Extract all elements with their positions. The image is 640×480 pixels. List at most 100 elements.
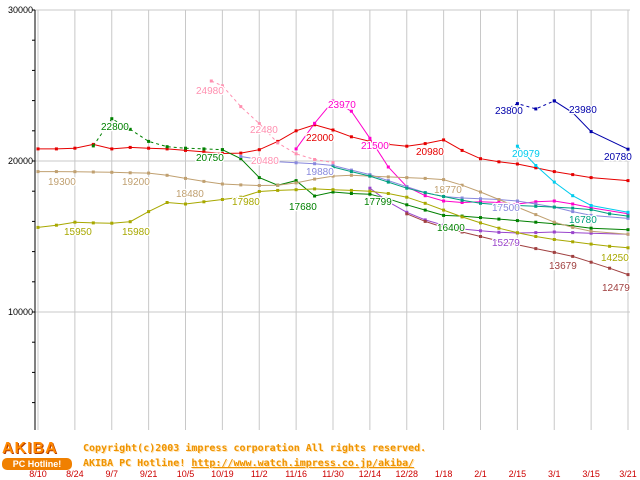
series-marker-magenta bbox=[534, 200, 538, 204]
series-marker-purple bbox=[497, 230, 501, 234]
series-marker-darkred bbox=[571, 254, 575, 258]
x-axis-tick-label: 12/14 bbox=[359, 469, 382, 479]
series-marker-teal bbox=[626, 214, 630, 218]
price-label-23800: 23800 bbox=[495, 106, 523, 117]
series-marker-tan bbox=[276, 183, 280, 187]
series-line-green-dotted bbox=[92, 118, 223, 151]
footer-branding: AKIBA PC Hotline! Copyright(c)2003 impre… bbox=[0, 439, 640, 480]
series-marker-olive bbox=[608, 244, 612, 248]
series-marker-green bbox=[423, 208, 427, 212]
series-marker-red bbox=[239, 151, 243, 155]
series-marker-darkred bbox=[534, 247, 538, 251]
x-axis-tick-label: 10/19 bbox=[211, 469, 234, 479]
series-marker-olive bbox=[368, 189, 372, 193]
series-marker-purple bbox=[589, 231, 593, 235]
series-line-magenta bbox=[295, 100, 629, 215]
series-marker-red bbox=[368, 139, 372, 143]
x-axis-tick-label: 11/16 bbox=[285, 469, 307, 479]
x-axis-tick-label: 11/30 bbox=[322, 469, 344, 479]
series-marker-olive bbox=[386, 192, 390, 195]
series-marker-cyan bbox=[515, 144, 519, 148]
series-marker-violet bbox=[626, 216, 630, 220]
series-marker-olive bbox=[479, 221, 482, 225]
series-marker-tan bbox=[110, 170, 114, 174]
series-marker-red bbox=[460, 148, 464, 152]
series-marker-cyan bbox=[589, 204, 593, 207]
series-marker-magenta bbox=[589, 206, 593, 210]
x-axis-tick-label: 3/15 bbox=[582, 469, 600, 479]
series-marker-tan bbox=[54, 170, 58, 174]
series-line-cyan bbox=[517, 145, 629, 213]
series-marker-red bbox=[515, 162, 519, 166]
price-label-20750: 20750 bbox=[196, 153, 224, 164]
series-marker-tan bbox=[386, 175, 390, 179]
series-marker-violet bbox=[294, 161, 298, 165]
series-marker-magenta bbox=[386, 165, 390, 169]
series-marker-olive bbox=[202, 200, 206, 204]
series-marker-olive bbox=[110, 221, 114, 225]
series-marker-darkred bbox=[608, 266, 612, 270]
series-marker-tan bbox=[423, 176, 427, 180]
x-axis-tick-label: 2/1 bbox=[474, 469, 487, 479]
series-marker-darkred bbox=[460, 230, 464, 234]
series-marker-olive bbox=[626, 246, 630, 250]
series-marker-violet bbox=[313, 162, 317, 166]
series-marker-green bbox=[386, 197, 390, 201]
series-marker-olive bbox=[239, 195, 243, 199]
series-marker-teal bbox=[331, 165, 335, 169]
series-marker-olive bbox=[313, 187, 317, 191]
x-axis-tick-label: 9/21 bbox=[140, 469, 158, 479]
series-marker-violet bbox=[276, 160, 280, 164]
series-marker-teal bbox=[368, 174, 372, 178]
series-marker-olive bbox=[405, 195, 409, 199]
series-marker-green-dotted bbox=[110, 117, 114, 121]
series-marker-darkred bbox=[515, 243, 519, 247]
series-marker-green bbox=[368, 192, 372, 196]
series-marker-navy-dotted bbox=[497, 111, 501, 115]
series-marker-tan bbox=[571, 225, 575, 229]
copyright-line-2: AKIBA PC Hotline! http://www.watch.impre… bbox=[83, 458, 414, 469]
series-marker-pink-dotted bbox=[239, 105, 243, 109]
series-marker-olive bbox=[91, 221, 95, 225]
akiba-logo: AKIBA PC Hotline! bbox=[2, 441, 80, 477]
price-label-20480: 20480 bbox=[251, 156, 279, 167]
series-marker-magenta bbox=[423, 194, 427, 198]
series-marker-navy bbox=[552, 99, 556, 103]
series-marker-teal bbox=[349, 170, 353, 174]
series-marker-tan bbox=[202, 179, 206, 183]
series-marker-violet bbox=[479, 197, 482, 201]
series-marker-violet bbox=[239, 155, 243, 158]
series-marker-red bbox=[110, 147, 114, 151]
series-marker-red bbox=[626, 179, 630, 183]
price-label-22000: 22000 bbox=[306, 133, 334, 144]
akiba-logo-text: AKIBA bbox=[2, 440, 58, 457]
series-marker-teal bbox=[423, 191, 427, 195]
series-marker-tan bbox=[479, 190, 482, 194]
series-marker-magenta bbox=[368, 136, 372, 140]
series-marker-red bbox=[257, 148, 261, 152]
series-line-green bbox=[222, 149, 629, 231]
series-marker-teal bbox=[386, 180, 390, 184]
akiba-logo-subtitle: PC Hotline! bbox=[2, 458, 72, 470]
price-label-12479: 12479 bbox=[602, 283, 630, 294]
series-marker-tan bbox=[460, 183, 464, 187]
price-label-22480: 22480 bbox=[250, 125, 278, 136]
x-axis-tick-label: 10/5 bbox=[177, 469, 195, 479]
series-marker-darkred bbox=[479, 235, 482, 238]
series-marker-magenta bbox=[460, 201, 464, 204]
price-label-17500: 17500 bbox=[492, 203, 520, 214]
series-marker-teal bbox=[552, 205, 556, 209]
series-marker-green-dotted bbox=[91, 144, 95, 148]
y-axis-tick-label: 30000 bbox=[8, 5, 33, 15]
series-marker-red bbox=[73, 146, 77, 150]
series-marker-olive bbox=[589, 242, 593, 246]
price-label-20980: 20980 bbox=[416, 147, 444, 158]
series-marker-red bbox=[202, 150, 206, 154]
series-marker-olive bbox=[534, 235, 538, 238]
series-marker-olive bbox=[73, 220, 77, 224]
series-marker-red bbox=[552, 170, 556, 174]
series-marker-teal bbox=[442, 195, 446, 198]
series-marker-red bbox=[386, 142, 390, 146]
series-marker-pink-dotted bbox=[313, 158, 317, 161]
series-marker-green bbox=[626, 228, 630, 232]
